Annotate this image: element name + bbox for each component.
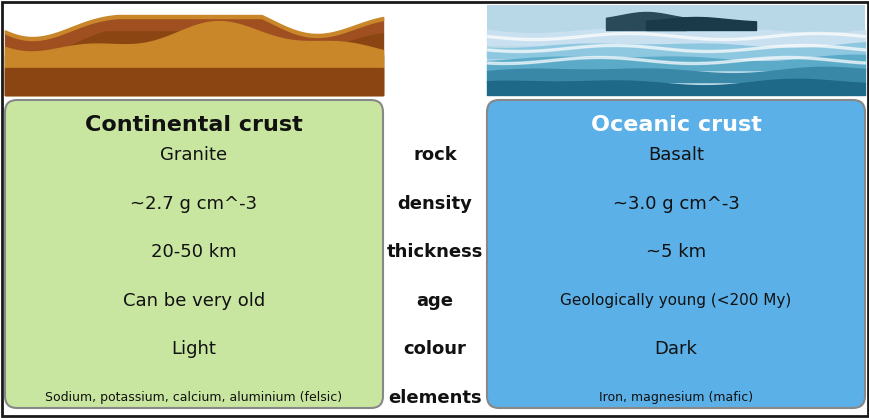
Text: Geologically young (<200 My): Geologically young (<200 My): [560, 293, 791, 308]
FancyBboxPatch shape: [5, 5, 382, 95]
Text: Granite: Granite: [160, 146, 228, 164]
FancyBboxPatch shape: [487, 5, 864, 95]
FancyBboxPatch shape: [5, 100, 382, 408]
Text: Basalt: Basalt: [647, 146, 703, 164]
Text: density: density: [397, 195, 472, 213]
Text: 20-50 km: 20-50 km: [151, 243, 236, 261]
Text: Sodium, potassium, calcium, aluminium (felsic): Sodium, potassium, calcium, aluminium (f…: [45, 392, 342, 405]
Text: elements: elements: [388, 389, 481, 407]
Text: Oceanic crust: Oceanic crust: [590, 115, 760, 135]
Text: Continental crust: Continental crust: [85, 115, 302, 135]
Text: Can be very old: Can be very old: [123, 292, 265, 310]
Text: Dark: Dark: [653, 340, 697, 358]
Text: ~2.7 g cm^-3: ~2.7 g cm^-3: [130, 195, 257, 213]
Text: ~3.0 g cm^-3: ~3.0 g cm^-3: [612, 195, 739, 213]
Text: rock: rock: [413, 146, 456, 164]
Text: age: age: [416, 292, 453, 310]
Text: Iron, magnesium (mafic): Iron, magnesium (mafic): [598, 392, 753, 405]
Text: ~5 km: ~5 km: [645, 243, 706, 261]
Text: Light: Light: [171, 340, 216, 358]
FancyBboxPatch shape: [487, 100, 864, 408]
Text: colour: colour: [403, 340, 466, 358]
Text: thickness: thickness: [387, 243, 482, 261]
